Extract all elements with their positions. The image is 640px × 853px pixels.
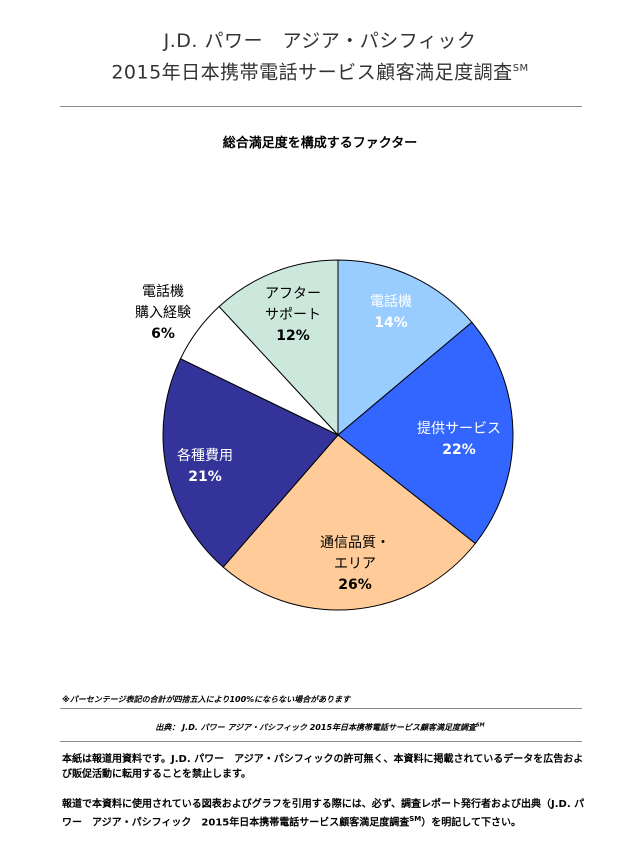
slice-category-label: 提供サービス (417, 421, 501, 437)
slice-value-label: 6% (151, 326, 175, 342)
citation-notice-text: 報道で本資料に使用されている図表およびグラフを引用する際には、必ず、調査レポート… (62, 799, 585, 829)
pie-slice (222, 434, 477, 611)
pie-chart: 電話機 14% 提供サービス 22% 通信品質・エリア 26% 各種費用 21% 電話機購入経験… (135, 259, 514, 611)
pie-slice (337, 321, 514, 545)
divider-middle (60, 708, 582, 709)
pie-slice (162, 358, 339, 568)
slice-label: 電話機購入経験 6% (135, 283, 191, 342)
slice-category-label: 購入経験 (135, 305, 191, 321)
slice-label: 各種費用 21% (177, 448, 233, 485)
slice-label: アフターサポート 12% (265, 286, 321, 344)
slice-value-label: 26% (338, 577, 372, 593)
slice-category-label: 電話機 (142, 283, 184, 300)
usage-notice: 本紙は報道用資料です。J.D. パワー アジア・パシフィックの許可無く、本資料に… (62, 754, 584, 780)
divider-bottom (60, 741, 582, 742)
slice-value-label: 21% (188, 469, 222, 485)
slice-category-label: 通信品質・ (320, 535, 390, 551)
slice-category-label: 電話機 (370, 293, 412, 310)
source-service-mark: SM (476, 722, 485, 729)
slice-category-label: アフター (265, 286, 321, 302)
slice-label: 電話機 14% (370, 293, 412, 331)
service-mark: SM (512, 63, 529, 74)
slice-category-label: サポート (265, 307, 321, 323)
report-title-line1: J.D. パワー アジア・パシフィック (163, 30, 477, 52)
report-title-line2-text: 2015年日本携帯電話サービス顧客満足度調査 (111, 61, 513, 84)
report-title: J.D. パワー アジア・パシフィック 2015年日本携帯電話サービス顧客満足度… (0, 28, 640, 86)
divider-top (60, 106, 582, 107)
chart-title: 総合満足度を構成するファクター (222, 136, 418, 151)
slice-value-label: 12% (276, 328, 310, 344)
slice-category-label: エリア (334, 556, 376, 572)
slice-label: 提供サービス 22% (417, 421, 501, 458)
citation-notice: 報道で本資料に使用されている図表およびグラフを引用する際には、必ず、調査レポート… (62, 797, 592, 830)
citation-service-mark: SM (409, 815, 422, 823)
pie-slice (337, 259, 473, 437)
slice-value-label: 14% (374, 315, 408, 331)
slice-value-label: 22% (442, 442, 476, 458)
pie-slice (218, 259, 339, 437)
footnote: ※パーセンテージ表記の合計が四捨五入により100%にならない場合があります (62, 695, 351, 704)
source-text: 出典： J.D. パワー アジア・パシフィック 2015年日本携帯電話サービス顧… (155, 723, 477, 732)
slice-category-label: 各種費用 (177, 448, 233, 464)
source-credit: 出典： J.D. パワー アジア・パシフィック 2015年日本携帯電話サービス顧… (0, 722, 640, 733)
citation-notice-end: ）を明記して下さい。 (421, 817, 521, 829)
report-title-line2: 2015年日本携帯電話サービス顧客満足度調査SM (0, 55, 640, 86)
slice-label: 通信品質・エリア 26% (320, 535, 390, 593)
